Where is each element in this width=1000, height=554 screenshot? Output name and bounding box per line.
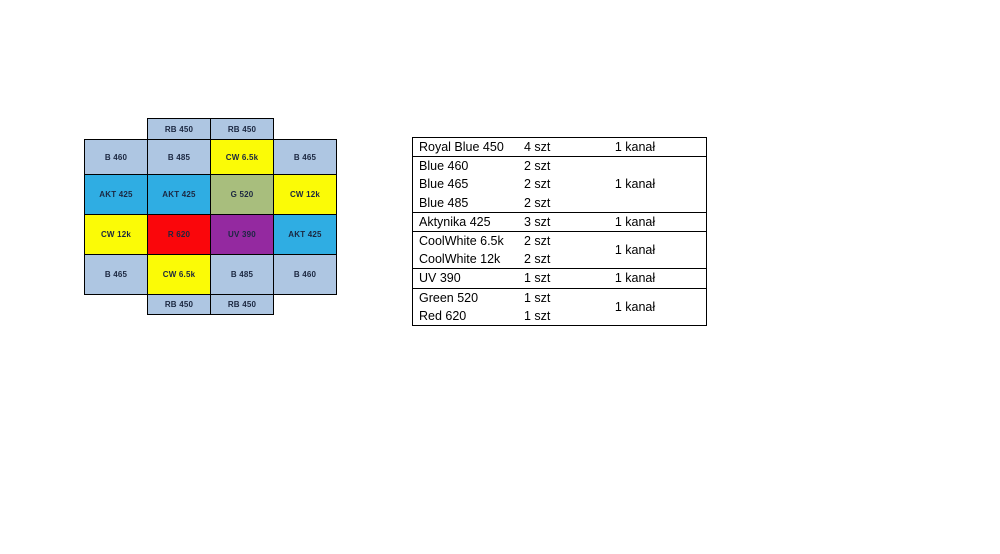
table-row: UV 390 1 szt xyxy=(413,269,564,287)
channel-group: CoolWhite 6.5k 2 szt CoolWhite 12k 2 szt 1 k… xyxy=(413,232,706,270)
channel-group: UV 390 1 szt 1 kanał xyxy=(413,269,706,289)
led-cell-cw-6-5k: CW 6.5k xyxy=(147,254,211,295)
channel-group: Aktynika 425 3 szt 1 kanał xyxy=(413,213,706,232)
table-row: CoolWhite 6.5k 2 szt xyxy=(413,232,564,250)
led-quantity: 1 szt xyxy=(524,290,551,305)
channel-label: 1 kanał xyxy=(614,299,656,314)
led-quantity: 2 szt xyxy=(524,252,551,267)
led-quantity: 1 szt xyxy=(524,308,551,323)
table-row: Blue 485 2 szt xyxy=(413,194,564,212)
table-row: Green 520 1 szt xyxy=(413,289,564,307)
led-quantity: 2 szt xyxy=(524,159,551,174)
led-cell-b-485: B 485 xyxy=(210,254,274,295)
led-name: Blue 465 xyxy=(419,177,469,192)
led-cell-akt-425: AKT 425 xyxy=(273,214,337,255)
led-name: UV 390 xyxy=(419,271,461,286)
channel-label: 1 kanał xyxy=(614,177,656,192)
table-row: Blue 460 2 szt xyxy=(413,157,564,175)
led-cell-cw-12k: CW 12k xyxy=(273,174,337,215)
channel-group: Blue 460 2 szt Blue 465 2 szt Blue 485 2 szt 1… xyxy=(413,157,706,213)
led-quantity: 3 szt xyxy=(524,214,551,229)
led-cell-cw-12k: CW 12k xyxy=(84,214,148,255)
led-name: Green 520 xyxy=(419,290,479,305)
led-cell-b-485: B 485 xyxy=(147,139,211,175)
channel-label: 1 kanał xyxy=(614,271,656,286)
led-cell-uv-390: UV 390 xyxy=(210,214,274,255)
led-cell-r-620: R 620 xyxy=(147,214,211,255)
channel-group-rows: Royal Blue 450 4 szt xyxy=(413,138,564,156)
led-name: Aktynika 425 xyxy=(419,214,491,229)
channel-table: Royal Blue 450 4 szt 1 kanał Blue 460 2 szt B… xyxy=(412,137,707,326)
led-name: CoolWhite 12k xyxy=(419,252,501,267)
channel-label: 1 kanał xyxy=(614,140,656,155)
channel-group-rows: CoolWhite 6.5k 2 szt CoolWhite 12k 2 szt xyxy=(413,232,564,268)
channel-group: Green 520 1 szt Red 620 1 szt 1 kanał xyxy=(413,289,706,325)
led-name: Royal Blue 450 xyxy=(419,140,504,155)
table-row: Blue 465 2 szt xyxy=(413,175,564,193)
led-cell-rb-450: RB 450 xyxy=(210,118,274,140)
led-quantity: 2 szt xyxy=(524,195,551,210)
led-quantity: 2 szt xyxy=(524,234,551,249)
led-quantity: 4 szt xyxy=(524,140,551,155)
led-cell-b-465: B 465 xyxy=(84,254,148,295)
led-cell-b-460: B 460 xyxy=(273,254,337,295)
channel-label: 1 kanał xyxy=(614,243,656,258)
led-name: Blue 460 xyxy=(419,159,469,174)
led-cell-g-520: G 520 xyxy=(210,174,274,215)
table-row: Red 620 1 szt xyxy=(413,307,564,325)
led-name: CoolWhite 6.5k xyxy=(419,234,504,249)
table-row: CoolWhite 12k 2 szt xyxy=(413,250,564,268)
led-name: Red 620 xyxy=(419,308,467,323)
led-quantity: 1 szt xyxy=(524,271,551,286)
channel-group-rows: UV 390 1 szt xyxy=(413,269,564,287)
channel-group-rows: Green 520 1 szt Red 620 1 szt xyxy=(413,289,564,325)
led-cell-rb-450: RB 450 xyxy=(147,294,211,315)
led-cell-rb-450: RB 450 xyxy=(210,294,274,315)
led-name: Blue 485 xyxy=(419,195,469,210)
led-cell-b-465: B 465 xyxy=(273,139,337,175)
table-row: Royal Blue 450 4 szt xyxy=(413,138,564,156)
led-cell-akt-425: AKT 425 xyxy=(84,174,148,215)
channel-group-rows: Blue 460 2 szt Blue 465 2 szt Blue 485 2 szt xyxy=(413,157,564,212)
led-cell-b-460: B 460 xyxy=(84,139,148,175)
led-cell-rb-450: RB 450 xyxy=(147,118,211,140)
led-cell-akt-425: AKT 425 xyxy=(147,174,211,215)
led-quantity: 2 szt xyxy=(524,177,551,192)
channel-label: 1 kanał xyxy=(614,214,656,229)
table-row: Aktynika 425 3 szt xyxy=(413,213,564,231)
channel-group-rows: Aktynika 425 3 szt xyxy=(413,213,564,231)
led-cell-cw-6-5k: CW 6.5k xyxy=(210,139,274,175)
channel-group: Royal Blue 450 4 szt 1 kanał xyxy=(413,138,706,158)
